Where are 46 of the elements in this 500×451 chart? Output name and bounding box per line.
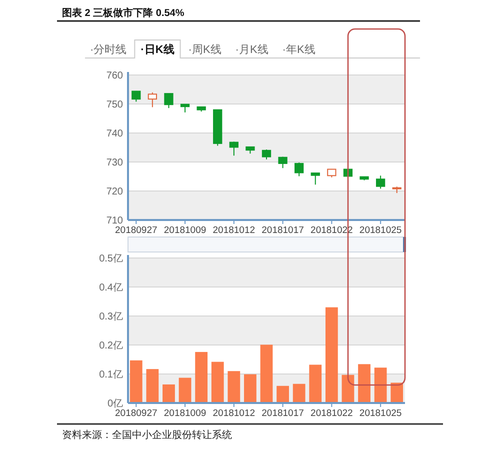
- y-tick-label: 720: [106, 186, 124, 198]
- x-tick-label: 20180927: [115, 408, 158, 419]
- bar: [178, 378, 192, 403]
- x-tick-label: 20181017: [262, 225, 304, 236]
- tab-label: ·年K线: [282, 44, 316, 56]
- y-tick-label: 0.4亿: [99, 282, 123, 294]
- y-tick-label: 0.3亿: [99, 312, 123, 322]
- bar: [325, 307, 338, 403]
- x-tick-label: 20180927: [115, 225, 158, 236]
- y-tick-label: 0.1亿: [99, 370, 123, 380]
- bar: [292, 384, 306, 403]
- bar: [358, 364, 370, 403]
- bar: [276, 386, 289, 403]
- bar: [244, 374, 256, 403]
- y-tick-label: 760: [106, 70, 124, 82]
- x-tick-label: 20181012: [212, 408, 256, 419]
- bar: [374, 368, 387, 403]
- chart-title: 图表 2 三板做市下降 0.54%: [62, 7, 184, 19]
- x-tick-label: 20181017: [262, 408, 304, 419]
- x-tick-label: 20181025: [359, 408, 402, 419]
- bar: [228, 371, 240, 403]
- x-tick-label: 20181009: [164, 225, 206, 236]
- bar: [390, 382, 404, 403]
- bar: [195, 352, 208, 403]
- tab-label: ·月K线: [235, 44, 268, 56]
- source-note: 资料来源：全国中小企业股份转让系统: [62, 430, 232, 441]
- y-tick-label: 0.5亿: [99, 254, 123, 264]
- y-tick-label: 740: [106, 128, 124, 140]
- y-tick-label: 0.2亿: [99, 340, 123, 352]
- bar: [309, 364, 322, 403]
- y-tick-label: 0亿: [107, 398, 123, 410]
- x-tick-label: 20181022: [310, 408, 353, 419]
- y-tick-label: 750: [106, 100, 124, 110]
- y-tick-label: 710: [106, 216, 124, 226]
- bar: [162, 384, 175, 403]
- bar: [146, 369, 159, 403]
- tab-label: ·日K线: [140, 44, 174, 56]
- x-tick-label: 20181012: [212, 225, 256, 236]
- tab-label: ·分时线: [90, 44, 127, 56]
- tab-label: ·周K线: [188, 44, 222, 56]
- x-tick-label: 20181025: [359, 225, 402, 236]
- y-tick-label: 730: [106, 158, 124, 168]
- bar: [211, 362, 224, 403]
- bar: [130, 360, 142, 403]
- bar: [260, 344, 273, 403]
- x-tick-label: 20181009: [164, 408, 206, 419]
